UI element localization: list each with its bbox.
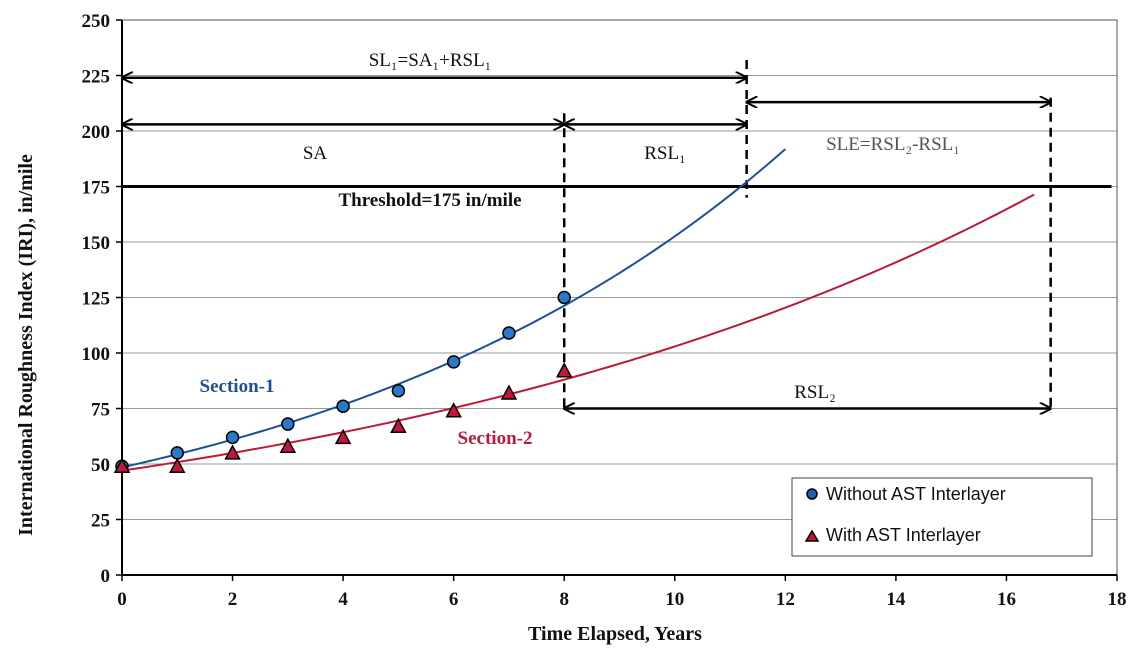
legend: Without AST Interlayer With AST Interlay… [791,477,1093,557]
x-tick-label: 16 [997,589,1016,610]
rsl2-label: RSL₂ [794,382,835,403]
x-tick-label: 14 [886,589,906,610]
series-1-point [170,446,185,460]
series-2-point [279,437,297,453]
x-tick-label: 18 [1108,589,1127,610]
section-2-label: Section-2 [458,428,533,449]
series-2-point [113,457,131,473]
series-2-point [390,417,407,434]
x-tick-label: 2 [228,589,238,610]
series-1-point [502,326,516,340]
threshold-label: Threshold=175 in/mile [338,190,521,211]
legend-marker-with-ast [804,529,820,542]
y-tick-label: 150 [82,233,111,254]
x-tick-label: 4 [338,589,348,610]
y-tick-label: 200 [82,122,111,143]
series-2-point [224,444,241,460]
y-tick-label: 100 [82,344,111,365]
y-tick-label: 175 [82,178,111,199]
tick-labels: 0 25 50 75 100 125 150 175 200 225 250 0 2 4 6 8 10 12 14 1… [82,11,1127,610]
series-layer [113,148,1035,473]
series-1-point [225,430,240,445]
legend-box [791,477,1093,557]
series-1-point [391,383,406,398]
y-tick-label: 250 [82,11,111,32]
sle-label: SLE=RSL₂-RSL₁ [826,134,960,155]
section-1-label: Section-1 [200,376,275,397]
x-tick-label: 8 [559,589,569,610]
y-axis-title: International Roughness Index (IRI), in/… [15,154,37,536]
x-tick-label: 0 [117,589,127,610]
y-tick-label: 0 [101,566,111,587]
y-tick-label: 75 [91,400,110,421]
rsl1-label: RSL₁ [644,143,685,164]
x-tick-label: 6 [449,589,459,610]
y-tick-label: 50 [91,455,110,476]
sa-label: SA [303,143,328,164]
series-1-point [446,355,461,369]
series-1-point [336,399,350,414]
y-tick-label: 125 [82,289,111,310]
x-axis-title: Time Elapsed, Years [528,623,702,645]
series-2-point [334,428,352,445]
y-tick-label: 225 [82,67,111,88]
series-2-point [555,362,573,378]
legend-label-with-ast: With AST Interlayer [826,525,981,545]
gridlines [122,19,1117,520]
series-1-point [281,417,295,431]
annotation-guides [122,59,1112,413]
series-2-trendline [121,193,1035,472]
x-tick-label: 12 [776,589,795,610]
y-tick-label: 25 [91,511,110,532]
series-1-point [557,290,571,305]
series-2-point [500,384,518,400]
series-2-point [169,457,186,473]
series-2-point [445,402,462,418]
x-tick-label: 10 [665,589,684,610]
legend-marker-without-ast [806,488,818,500]
legend-label-without-ast: Without AST Interlayer [826,484,1006,504]
sl1-label: SL₁=SA₁+RSL₁ [369,50,492,71]
